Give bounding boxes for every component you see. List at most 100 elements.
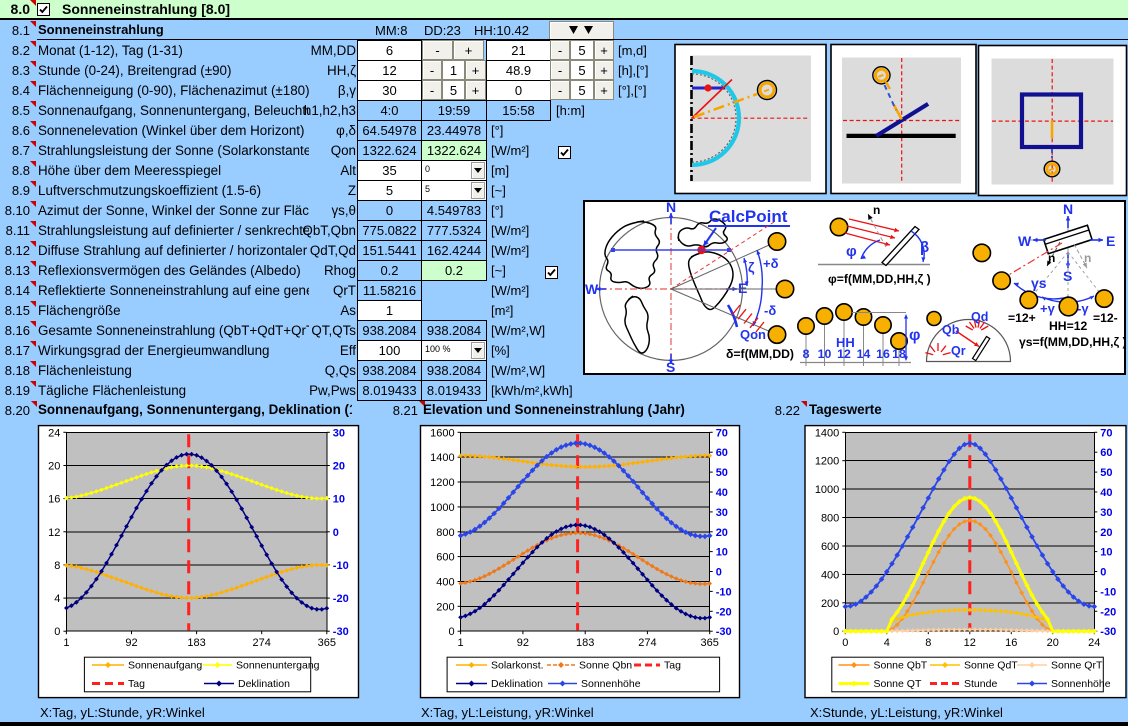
svg-text:=12-: =12-: [1093, 311, 1118, 325]
svg-text:Sonne QbT: Sonne QbT: [874, 660, 928, 672]
svg-text:φ: φ: [846, 243, 857, 260]
svg-text:1200: 1200: [430, 477, 454, 489]
svg-text:n: n: [1048, 251, 1055, 265]
svg-text:-10: -10: [716, 586, 732, 598]
svg-text:1: 1: [63, 637, 69, 649]
svg-text:4: 4: [54, 593, 60, 605]
svg-text:20: 20: [48, 461, 60, 473]
svg-text:0: 0: [333, 527, 339, 539]
svg-text:12: 12: [48, 527, 60, 539]
svg-text:4: 4: [884, 637, 890, 649]
svg-text:18: 18: [892, 347, 906, 361]
svg-text:60: 60: [716, 447, 728, 459]
svg-text:200: 200: [436, 601, 454, 613]
svg-text:12: 12: [964, 637, 976, 649]
svg-text:0: 0: [833, 626, 839, 638]
svg-text:HH=12: HH=12: [1049, 319, 1087, 333]
svg-text:70: 70: [1100, 427, 1112, 439]
svg-text:600: 600: [436, 552, 454, 564]
svg-text:Sonne QT: Sonne QT: [874, 678, 922, 690]
svg-text:Qb: Qb: [942, 323, 960, 337]
svg-text:=12+: =12+: [1008, 311, 1036, 325]
svg-text:400: 400: [821, 569, 839, 581]
svg-text:N: N: [666, 199, 676, 215]
svg-text:W: W: [585, 281, 599, 297]
svg-text:365: 365: [318, 637, 336, 649]
svg-text:10: 10: [716, 547, 728, 559]
svg-text:δ=f(MM,DD): δ=f(MM,DD): [726, 347, 794, 361]
svg-text:-30: -30: [1100, 626, 1116, 638]
svg-text:30: 30: [333, 427, 345, 439]
svg-text:16: 16: [1005, 637, 1017, 649]
svg-text:0: 0: [716, 567, 722, 579]
svg-text:0: 0: [842, 637, 848, 649]
svg-text:φ=f(MM,DD,HH,ζ ): φ=f(MM,DD,HH,ζ ): [828, 272, 931, 286]
svg-text:n: n: [873, 203, 880, 217]
svg-text:-10: -10: [333, 560, 349, 572]
svg-text:60: 60: [1100, 447, 1112, 459]
svg-text:+γ: +γ: [1040, 301, 1056, 316]
svg-text:Qr: Qr: [951, 344, 966, 358]
svg-text:W: W: [1018, 233, 1032, 249]
svg-text:Deklination: Deklination: [238, 678, 290, 690]
svg-text:30: 30: [1100, 507, 1112, 519]
svg-text:8: 8: [803, 347, 810, 361]
svg-text:365: 365: [701, 637, 719, 649]
svg-text:1: 1: [458, 637, 464, 649]
svg-text:ζ: ζ: [748, 259, 755, 275]
svg-text:Sonnenaufgang: Sonnenaufgang: [128, 660, 202, 672]
svg-text:Sonne Qbn: Sonne Qbn: [579, 660, 632, 672]
svg-text:10: 10: [333, 494, 345, 506]
svg-text:Qon: Qon: [740, 327, 766, 342]
svg-text:N: N: [1063, 201, 1073, 217]
svg-text:-γ: -γ: [1077, 301, 1089, 316]
svg-text:274: 274: [253, 637, 271, 649]
svg-text:14: 14: [857, 347, 871, 361]
svg-text:-30: -30: [716, 626, 732, 638]
svg-text:24: 24: [48, 427, 60, 439]
svg-text:12: 12: [837, 347, 851, 361]
svg-text:274: 274: [638, 637, 656, 649]
svg-text:Sonnenhöhe: Sonnenhöhe: [1051, 678, 1111, 690]
svg-text:0: 0: [448, 626, 454, 638]
svg-text:β: β: [920, 239, 929, 256]
svg-text:1600: 1600: [430, 427, 454, 439]
svg-text:E: E: [738, 280, 747, 296]
svg-text:Qd: Qd: [971, 310, 988, 324]
svg-text:Tag: Tag: [128, 678, 145, 690]
svg-text:n: n: [1084, 251, 1091, 265]
svg-text:γs=f(MM,DD,HH,ζ ): γs=f(MM,DD,HH,ζ ): [1019, 335, 1127, 349]
svg-text:183: 183: [187, 637, 205, 649]
svg-text:-20: -20: [333, 593, 349, 605]
svg-text:Sonne QrT: Sonne QrT: [1051, 660, 1103, 672]
svg-text:16: 16: [876, 347, 890, 361]
svg-text:92: 92: [125, 637, 137, 649]
svg-text:10: 10: [1100, 547, 1112, 559]
svg-text:200: 200: [821, 598, 839, 610]
svg-text:Stunde: Stunde: [964, 678, 997, 690]
svg-text:50: 50: [1100, 467, 1112, 479]
svg-text:CalcPoint: CalcPoint: [709, 207, 788, 226]
svg-text:16: 16: [48, 494, 60, 506]
svg-text:70: 70: [716, 427, 728, 439]
svg-text:+δ: +δ: [763, 256, 779, 271]
svg-text:γs: γs: [1031, 275, 1047, 291]
svg-text:-δ: -δ: [764, 303, 776, 318]
svg-text:-20: -20: [1100, 606, 1116, 618]
svg-text:S: S: [666, 359, 675, 375]
svg-text:Sonnenuntergang: Sonnenuntergang: [236, 660, 320, 672]
svg-text:24: 24: [1088, 637, 1100, 649]
svg-text:1000: 1000: [430, 502, 454, 514]
svg-text:10: 10: [818, 347, 832, 361]
svg-text:8: 8: [54, 560, 60, 572]
svg-text:183: 183: [576, 637, 594, 649]
svg-text:8: 8: [925, 637, 931, 649]
svg-text:92: 92: [517, 637, 529, 649]
svg-text:50: 50: [716, 467, 728, 479]
svg-text:20: 20: [1047, 637, 1059, 649]
svg-text:20: 20: [716, 527, 728, 539]
svg-text:600: 600: [821, 541, 839, 553]
svg-text:-20: -20: [716, 606, 732, 618]
svg-text:Sonne QdT: Sonne QdT: [964, 660, 1018, 672]
svg-text:1200: 1200: [815, 456, 839, 468]
